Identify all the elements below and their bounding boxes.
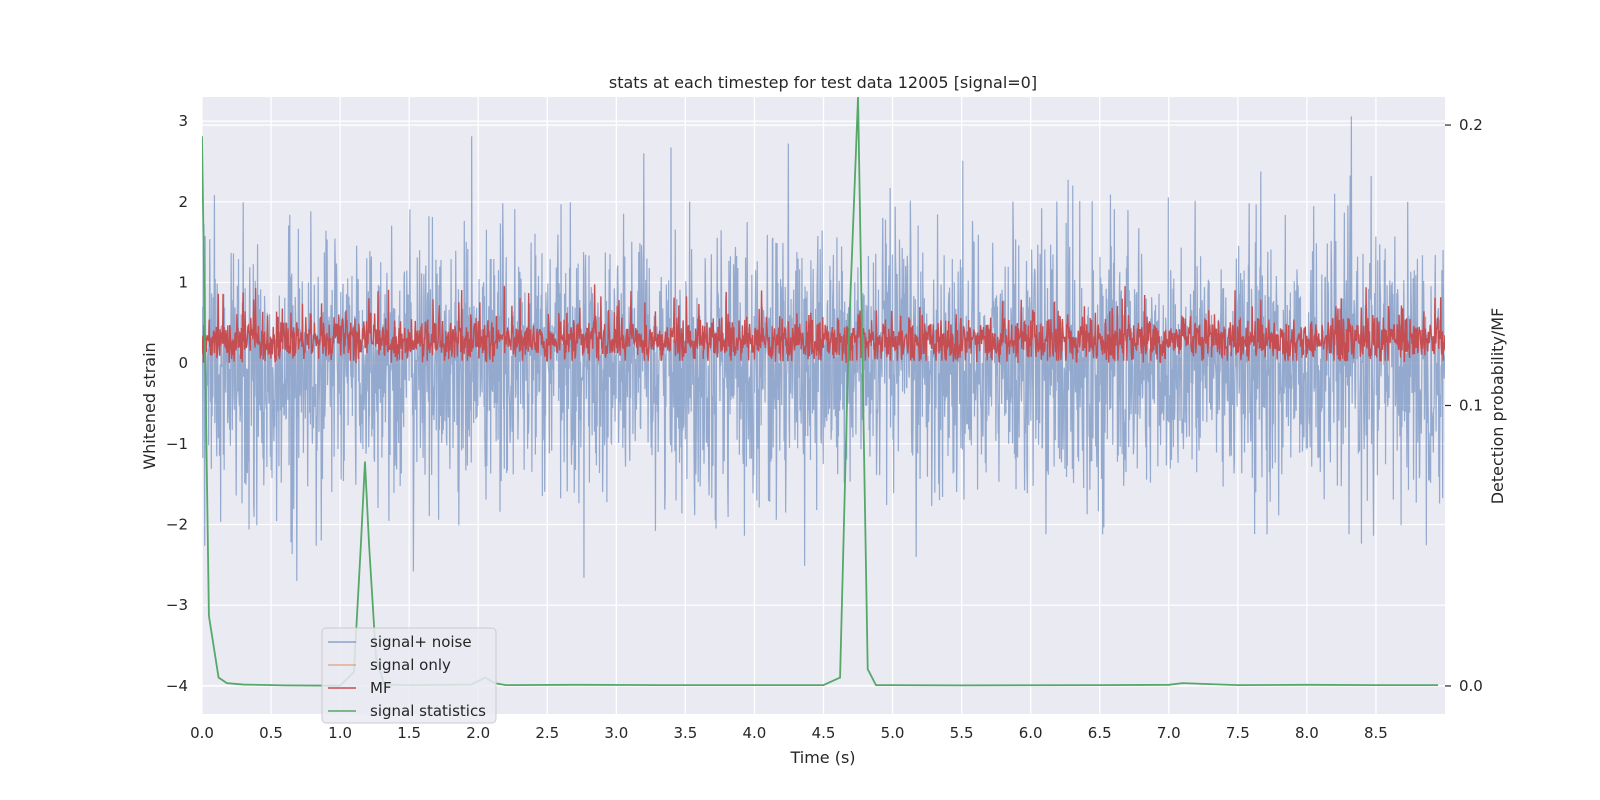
x-tick-label: 2.0 [466, 724, 490, 742]
x-tick-label: 7.0 [1157, 724, 1181, 742]
y2-tick-label: 0.2 [1459, 116, 1483, 134]
y-axis-ticks: 3 2 1 0 −1 −2 −3 −4 [166, 112, 188, 695]
y-axis-label: Whitened strain [140, 342, 159, 469]
y2-axis-ticks: 0.2 0.1 0.0 [1445, 116, 1483, 695]
x-tick-label: 6.5 [1088, 724, 1112, 742]
y-tick-label: −1 [166, 435, 188, 453]
x-tick-label: 4.5 [812, 724, 836, 742]
x-tick-label: 3.0 [604, 724, 628, 742]
x-tick-label: 5.0 [881, 724, 905, 742]
x-tick-label: 2.5 [535, 724, 559, 742]
y-tick-label: −3 [166, 596, 188, 614]
legend: signal+ noise signal only MF signal statist… [321, 627, 497, 724]
legend-label: MF [370, 679, 392, 697]
y-tick-label: 3 [178, 112, 188, 130]
x-axis-ticks: 0.0 0.5 1.0 1.5 2.0 2.5 3.0 3.5 4.0 4.5 5.0 5.5 6.0 6… [190, 724, 1388, 742]
y-tick-label: 2 [178, 193, 188, 211]
y-tick-label: 0 [178, 354, 188, 372]
x-tick-label: 8.5 [1364, 724, 1388, 742]
legend-label: signal+ noise [370, 633, 472, 651]
y2-axis-label: Detection probability/MF [1488, 308, 1507, 505]
y-tick-label: −2 [166, 515, 188, 533]
x-tick-label: 1.5 [397, 724, 421, 742]
legend-label: signal only [370, 656, 451, 674]
legend-label: signal statistics [370, 702, 486, 720]
x-tick-label: 0.5 [259, 724, 283, 742]
x-tick-label: 4.0 [743, 724, 767, 742]
x-tick-label: 1.0 [328, 724, 352, 742]
legend-box [321, 627, 497, 724]
x-tick-label: 7.5 [1226, 724, 1250, 742]
x-tick-label: 3.5 [673, 724, 697, 742]
y2-tick-label: 0.0 [1459, 677, 1483, 695]
series-signal-noise-line [202, 116, 1445, 581]
series-mf-line [202, 284, 1445, 364]
y-tick-label: −4 [166, 677, 188, 695]
x-tick-label: 5.5 [950, 724, 974, 742]
y-tick-label: 1 [178, 274, 188, 292]
x-tick-label: 0.0 [190, 724, 214, 742]
x-tick-label: 8.0 [1295, 724, 1319, 742]
x-axis-label: Time (s) [789, 748, 855, 767]
x-tick-label: 6.0 [1019, 724, 1043, 742]
chart-title: stats at each timestep for test data 120… [609, 73, 1037, 92]
y2-tick-label: 0.1 [1459, 397, 1483, 415]
